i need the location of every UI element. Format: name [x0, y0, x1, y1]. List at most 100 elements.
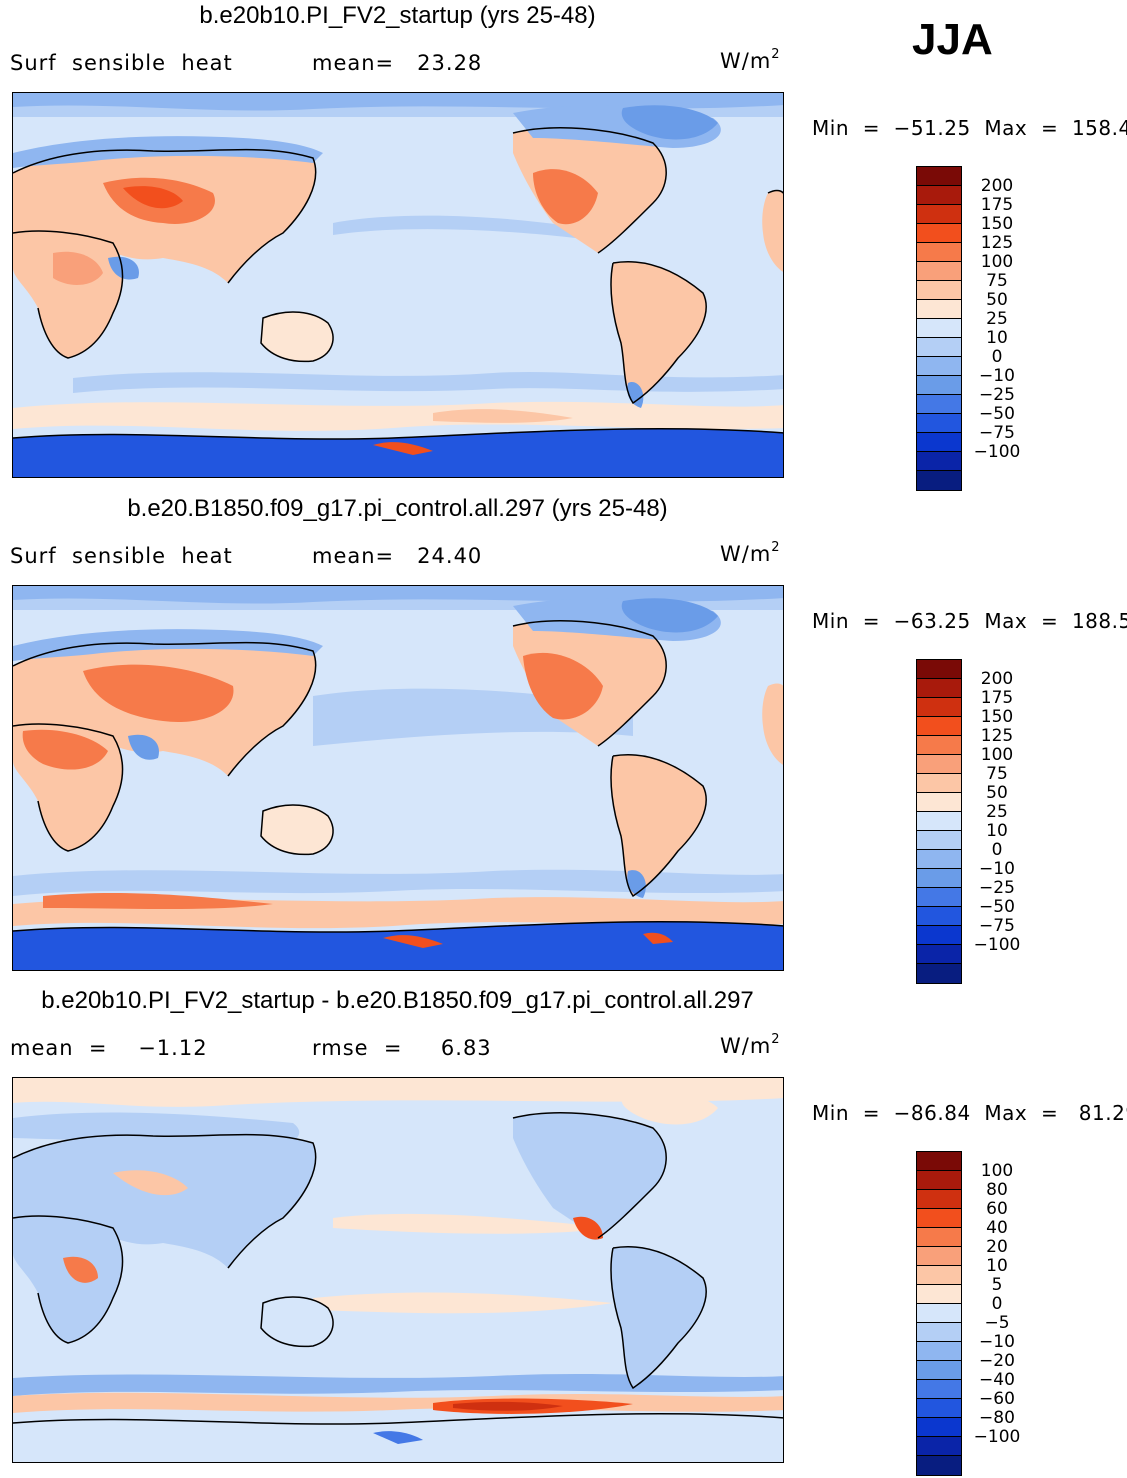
- colorbar-tick-label: 200: [980, 668, 1014, 689]
- colorbar-tick-label: −10: [979, 858, 1015, 879]
- colorbar-swatch: [917, 224, 961, 243]
- colorbar-swatch: [917, 357, 961, 376]
- colorbar-tick-label: 25: [986, 308, 1008, 329]
- colorbar: [916, 166, 962, 491]
- panel-title: b.e20b10.PI_FV2_startup - b.e20.B1850.f0…: [41, 987, 754, 1014]
- colorbar-swatch: [917, 1399, 961, 1418]
- colorbar-swatch: [917, 452, 961, 471]
- colorbar-tick-label: 100: [980, 744, 1014, 765]
- colorbar-tick-label: 20: [986, 1236, 1008, 1257]
- colorbar-swatch: [917, 338, 961, 357]
- colorbar-swatch: [917, 243, 961, 262]
- mean-label: mean= 24.40: [312, 544, 483, 568]
- colorbar-swatch: [917, 262, 961, 281]
- colorbar-swatch: [917, 167, 961, 186]
- mean-label: mean= 23.28: [312, 51, 483, 75]
- colorbar-tick-label: −50: [979, 896, 1015, 917]
- colorbar-swatch: [917, 1247, 961, 1266]
- colorbar-tick-label: −75: [979, 422, 1015, 443]
- colorbar-tick-label: 175: [980, 687, 1014, 708]
- colorbar-tick-label: −75: [979, 915, 1015, 936]
- colorbar-tick-label: 10: [986, 1255, 1008, 1276]
- colorbar-swatch: [917, 1190, 961, 1209]
- colorbar-swatch: [917, 1152, 961, 1171]
- colorbar-swatch: [917, 945, 961, 964]
- colorbar-swatch: [917, 205, 961, 224]
- min-max-label: Min = −86.84 Max = 81.29: [812, 1101, 1127, 1125]
- colorbar-swatch: [917, 774, 961, 793]
- colorbar-swatch: [917, 300, 961, 319]
- colorbar-swatch: [917, 964, 961, 983]
- colorbar-tick-label: −5: [984, 1312, 1010, 1333]
- colorbar-swatch: [917, 1342, 961, 1361]
- colorbar-swatch: [917, 1323, 961, 1342]
- colorbar-swatch: [917, 1304, 961, 1323]
- colorbar-tick-label: 100: [980, 251, 1014, 272]
- colorbar-swatch: [917, 660, 961, 679]
- units-label: W/m2: [720, 540, 781, 566]
- colorbar-swatch: [917, 926, 961, 945]
- colorbar-swatch: [917, 1380, 961, 1399]
- colorbar-swatch: [917, 831, 961, 850]
- colorbar-swatch: [917, 186, 961, 205]
- colorbar-tick-label: 100: [980, 1160, 1014, 1181]
- map-difference: [12, 1077, 784, 1463]
- colorbar-tick-label: 0: [991, 839, 1003, 860]
- colorbar-swatch: [917, 736, 961, 755]
- variable-label: Surf sensible heat: [10, 51, 233, 75]
- colorbar-swatch: [917, 717, 961, 736]
- panel-difference: b.e20b10.PI_FV2_startup - b.e20.B1850.f0…: [0, 985, 1127, 1478]
- colorbar-tick-label: 25: [986, 801, 1008, 822]
- colorbar-swatch: [917, 907, 961, 926]
- colorbar-tick-label: −80: [979, 1407, 1015, 1428]
- min-max-label: Min = −51.25 Max = 158.47: [812, 116, 1127, 140]
- season-label: JJA: [912, 15, 993, 64]
- panel-control-startup: b.e20b10.PI_FV2_startup (yrs 25-48) Surf…: [0, 0, 1127, 493]
- colorbar-tick-label: 10: [986, 327, 1008, 348]
- units-label: W/m2: [720, 1032, 781, 1058]
- variable-label: Surf sensible heat: [10, 544, 233, 568]
- panel-title: b.e20b10.PI_FV2_startup (yrs 25-48): [199, 2, 596, 29]
- colorbar-swatch: [917, 319, 961, 338]
- colorbar-tick-label: 200: [980, 175, 1014, 196]
- colorbar-swatch: [917, 888, 961, 907]
- colorbar-tick-label: −50: [979, 403, 1015, 424]
- colorbar-swatch: [917, 1171, 961, 1190]
- colorbar-tick-label: 75: [986, 763, 1008, 784]
- colorbar-tick-label: 40: [986, 1217, 1008, 1238]
- colorbar-swatch: [917, 376, 961, 395]
- colorbar-tick-label: 175: [980, 194, 1014, 215]
- colorbar-swatch: [917, 1228, 961, 1247]
- colorbar-tick-label: −10: [979, 365, 1015, 386]
- colorbar-swatch: [917, 793, 961, 812]
- panel-title: b.e20.B1850.f09_g17.pi_control.all.297 (…: [127, 495, 668, 522]
- min-max-label: Min = −63.25 Max = 188.50: [812, 609, 1127, 633]
- colorbar-tick-label: −100: [973, 934, 1021, 955]
- colorbar-swatch: [917, 679, 961, 698]
- colorbar-tick-label: 150: [980, 706, 1014, 727]
- colorbar-tick-label: −100: [973, 1426, 1021, 1447]
- colorbar-swatch: [917, 471, 961, 490]
- colorbar-tick-label: 10: [986, 820, 1008, 841]
- colorbar-swatch: [917, 1418, 961, 1437]
- colorbar-tick-label: −40: [979, 1369, 1015, 1390]
- colorbar: [916, 659, 962, 984]
- colorbar-swatch: [917, 755, 961, 774]
- colorbar-tick-label: −100: [973, 441, 1021, 462]
- colorbar-swatch: [917, 1437, 961, 1456]
- colorbar-tick-label: −25: [979, 384, 1015, 405]
- colorbar-tick-label: 60: [986, 1198, 1008, 1219]
- colorbar-tick-label: 75: [986, 270, 1008, 291]
- colorbar-tick-label: −10: [979, 1331, 1015, 1352]
- colorbar-tick-label: 50: [986, 782, 1008, 803]
- colorbar-tick-label: −60: [979, 1388, 1015, 1409]
- rmse-label: rmse = 6.83: [312, 1036, 492, 1060]
- mean-label: mean = −1.12: [10, 1036, 208, 1060]
- colorbar-swatch: [917, 433, 961, 452]
- colorbar-tick-label: 125: [980, 232, 1014, 253]
- colorbar-swatch: [917, 1266, 961, 1285]
- colorbar-tick-label: −20: [979, 1350, 1015, 1371]
- colorbar-swatch: [917, 812, 961, 831]
- colorbar-tick-label: 0: [991, 346, 1003, 367]
- colorbar-swatch: [917, 395, 961, 414]
